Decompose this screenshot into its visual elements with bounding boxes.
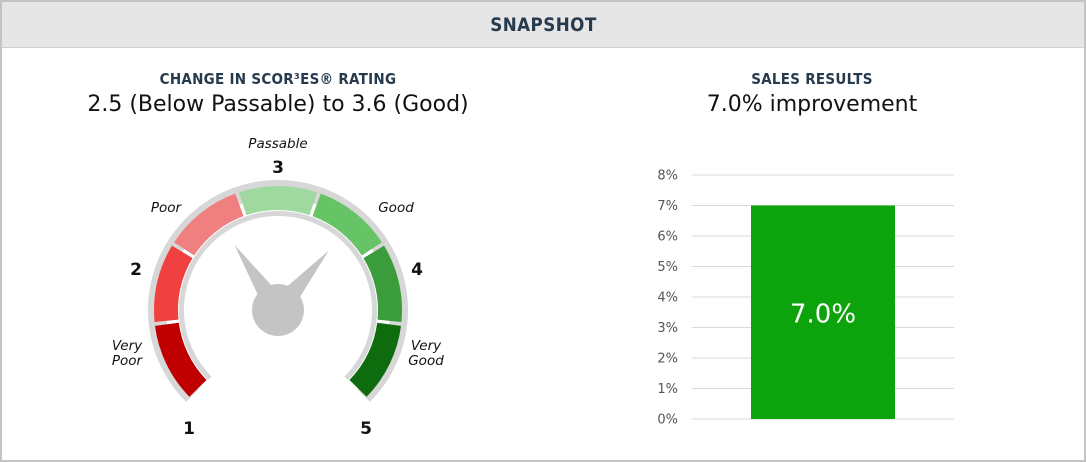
band-label-passable: Passable xyxy=(248,136,307,152)
band-label-very-good: Very xyxy=(411,338,442,354)
y-tick-label: 5% xyxy=(657,260,678,275)
gauge-segment xyxy=(363,245,402,322)
rating-subtitle: 2.5 (Below Passable) to 3.6 (Good) xyxy=(87,92,469,117)
gauge-segment xyxy=(154,245,193,322)
y-tick-label: 4% xyxy=(657,291,678,306)
gauge-scale-label: 4 xyxy=(411,260,423,280)
gauge-segment xyxy=(174,193,244,256)
y-tick-label: 1% xyxy=(657,382,678,397)
gauge-scale-label: 2 xyxy=(130,260,142,280)
sales-bar xyxy=(751,205,895,419)
gauge-scale-label: 1 xyxy=(183,419,195,439)
y-tick-label: 0% xyxy=(657,413,678,428)
sales-subtitle: 7.0% improvement xyxy=(706,92,918,117)
gauge-segment xyxy=(312,193,382,256)
y-tick-label: 3% xyxy=(657,321,678,336)
gauge-rim xyxy=(148,179,408,402)
rating-title: CHANGE IN SCOR³ES® RATING xyxy=(159,70,397,88)
y-tick-label: 2% xyxy=(657,352,678,367)
sales-title: SALES RESULTS xyxy=(751,70,873,88)
y-tick-label: 7% xyxy=(657,199,678,214)
snapshot-title: SNAPSHOT xyxy=(489,13,597,36)
snapshot-header: SNAPSHOT xyxy=(2,2,1084,48)
gauge-segment xyxy=(349,322,401,397)
gauge-segment xyxy=(238,186,318,216)
gauge-inner-ring xyxy=(179,211,377,381)
gauge-scale-label: 3 xyxy=(272,158,284,178)
gauge-scale-label: 5 xyxy=(360,419,372,439)
gauge-segment xyxy=(155,322,207,397)
y-tick-label: 8% xyxy=(657,169,678,184)
gauge-hub xyxy=(252,284,304,336)
y-tick-label: 6% xyxy=(657,230,678,245)
band-label-very-poor: Very xyxy=(112,338,143,354)
bar-data-label: 7.0% xyxy=(790,299,856,329)
band-label-poor: Poor xyxy=(151,200,183,216)
band-label-good: Good xyxy=(378,200,414,216)
band-label-very-good: Good xyxy=(408,353,444,369)
band-label-very-poor: Poor xyxy=(112,353,144,369)
